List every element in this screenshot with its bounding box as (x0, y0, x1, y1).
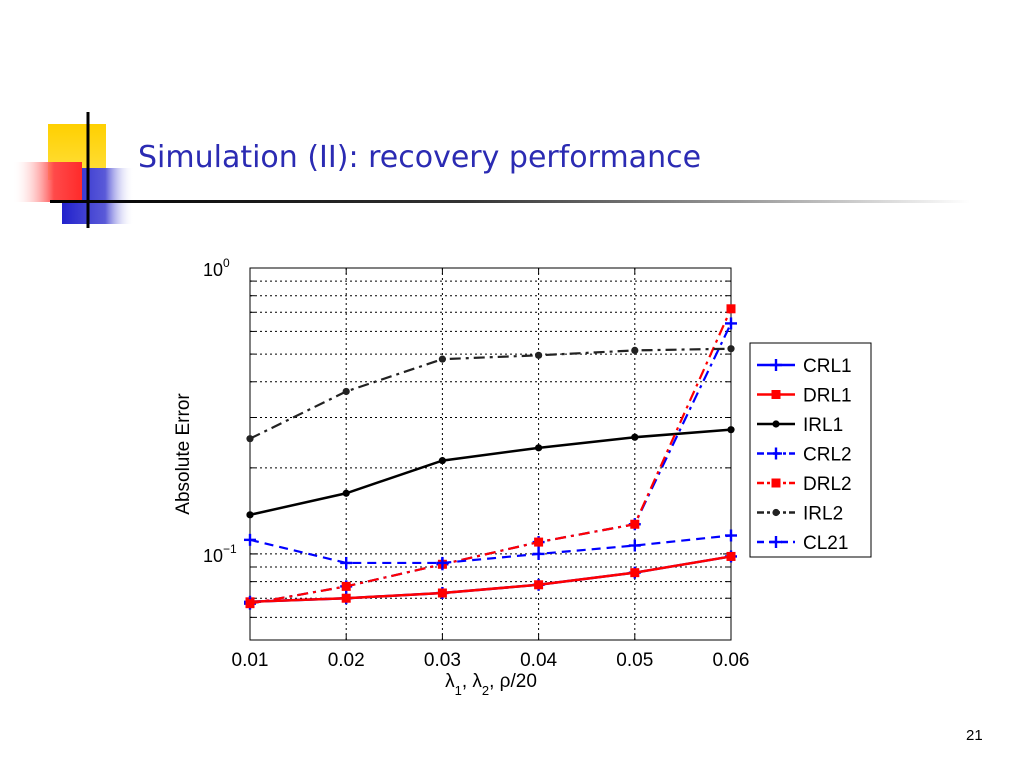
legend-marker-irl2 (772, 508, 780, 517)
legend-marker-crl2 (770, 447, 782, 460)
slide-title: Simulation (II): recovery performance (138, 140, 702, 175)
data-point-irl2 (535, 351, 543, 359)
x-tick-label: 0.02 (328, 650, 365, 671)
data-point-drl1 (341, 593, 351, 603)
series-line-drl1 (249, 555, 732, 604)
data-point-irl1 (535, 444, 543, 452)
data-point-irl2 (631, 346, 639, 355)
series-line-irl2 (249, 347, 732, 440)
legend-label-crl1: CRL1 (803, 356, 852, 377)
y-axis-ticks: 100 10−1 (203, 256, 731, 566)
data-point-irl2 (438, 355, 446, 363)
data-point-irl1 (438, 457, 446, 465)
title-underline (50, 200, 970, 203)
data-point-cl21 (725, 529, 737, 542)
data-point-drl1 (630, 568, 640, 578)
legend-box (749, 342, 872, 558)
y-tick-label: 10−1 (203, 542, 237, 566)
legend-marker-crl1 (770, 359, 782, 371)
data-point-irl1 (246, 511, 254, 519)
data-point-irl2 (342, 387, 350, 396)
x-tick-label: 0.06 (713, 650, 750, 671)
data-point-irl1 (631, 433, 639, 441)
x-tick-label: 0.05 (616, 650, 653, 671)
data-point-crl2 (725, 317, 737, 330)
series-line-irl1 (249, 428, 732, 517)
x-axis-label: λ1, λ2, ρ/20 (445, 671, 537, 698)
legend-marker-drl1 (771, 390, 781, 399)
data-point-cl21 (628, 539, 641, 552)
data-point-irl1 (727, 426, 735, 434)
legend-label-drl1: DRL1 (803, 386, 852, 407)
data-point-drl2 (245, 599, 255, 609)
legend-label-irl1: IRL1 (803, 415, 843, 436)
data-point-cl21 (244, 533, 256, 546)
legend-marker-irl1 (772, 420, 780, 428)
slide-decoration (12, 112, 134, 228)
legend: CRL1 DRL1 IRL1 CRL2 DRL2 IRL2 CL21 (749, 342, 872, 558)
legend-marker-drl2 (771, 478, 781, 488)
data-point-drl1 (437, 588, 447, 598)
data-point-cl21 (532, 547, 545, 560)
data-point-drl2 (630, 519, 640, 529)
legend-marker-cl21 (770, 536, 782, 548)
series-group (244, 304, 737, 610)
y-axis-label: Absolute Error (173, 393, 194, 515)
data-point-irl2 (246, 435, 254, 443)
data-point-cl21 (340, 556, 353, 569)
data-point-drl1 (534, 580, 544, 590)
series-line-drl2 (249, 308, 733, 605)
data-point-irl1 (342, 489, 350, 497)
data-point-drl2 (534, 537, 544, 547)
x-tick-label: 0.04 (520, 650, 557, 671)
x-axis-ticks: 0.01 0.02 0.03 0.04 0.05 0.06 (232, 268, 750, 671)
data-point-cl21 (436, 556, 449, 569)
legend-label-irl2: IRL2 (803, 504, 843, 525)
slide-number: 21 (966, 727, 983, 744)
data-point-drl1 (726, 551, 736, 561)
legend-label-drl2: DRL2 (803, 474, 852, 495)
data-point-irl2 (727, 345, 735, 353)
legend-label-cl21: CL21 (803, 533, 848, 554)
data-point-drl2 (341, 581, 351, 591)
x-tick-label: 0.01 (232, 650, 269, 671)
x-tick-label: 0.03 (424, 650, 461, 671)
y-tick-label: 100 (203, 256, 230, 280)
series-line-cl21 (249, 534, 732, 565)
data-point-drl2 (726, 304, 736, 314)
legend-label-crl2: CRL2 (803, 445, 852, 466)
deco-red-bar (12, 162, 82, 202)
